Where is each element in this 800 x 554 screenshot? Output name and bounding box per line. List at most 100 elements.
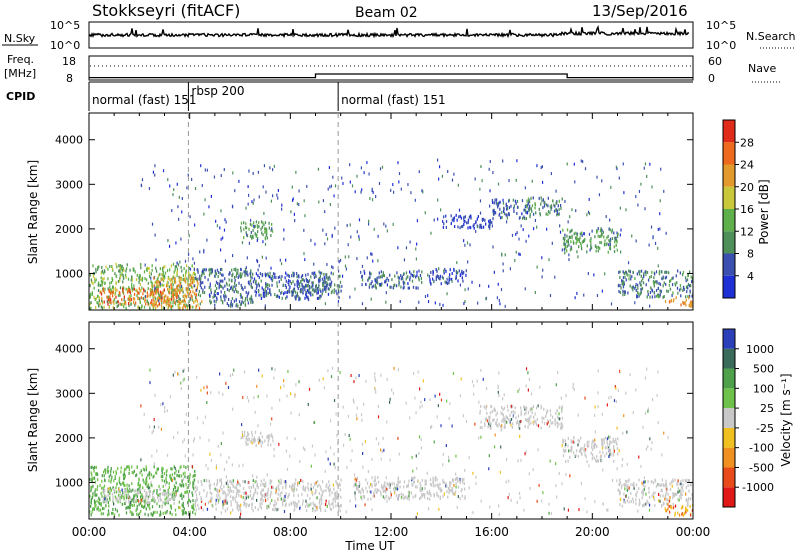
power-cell [549, 211, 551, 215]
velocity-cell [565, 472, 567, 476]
power-cell [623, 282, 626, 286]
power-cell [555, 189, 557, 193]
power-cell [618, 176, 620, 180]
power-cell [485, 297, 487, 301]
power-cell [200, 274, 203, 278]
velocity-cell [410, 491, 413, 495]
power-cell [618, 289, 620, 293]
velocity-cell [182, 472, 185, 476]
power-cell [631, 234, 633, 238]
velocity-cell [570, 445, 572, 449]
velocity-cell [608, 455, 610, 459]
power-cell [505, 220, 508, 224]
velocity-cell [237, 480, 239, 484]
power-cell [276, 294, 279, 298]
velocity-cell [562, 454, 565, 458]
power-cell [183, 303, 185, 307]
velocity-cell [236, 501, 239, 505]
power-cell [440, 208, 442, 212]
velocity-cell [102, 499, 104, 503]
velocity-cell [273, 447, 275, 451]
power-cell [116, 304, 118, 308]
power-cell [252, 201, 254, 205]
velocity-cell [535, 406, 538, 410]
velocity-cell [593, 456, 595, 460]
velocity-cell [665, 497, 667, 501]
velocity-cell [388, 482, 391, 486]
power-cell [555, 201, 558, 205]
velocity-cell [196, 498, 198, 502]
velocity-cell [648, 495, 651, 499]
power-cell [168, 285, 171, 289]
velocity-cell [121, 496, 123, 500]
power-cell [638, 294, 640, 298]
velocity-cell [650, 447, 652, 451]
power-cell [254, 289, 256, 293]
power-cell [560, 206, 562, 210]
power-cell [151, 282, 153, 286]
velocity-cell [527, 418, 529, 422]
power-cell [228, 289, 230, 293]
power-cell [278, 295, 280, 299]
power-cell [521, 216, 524, 220]
power-cell [390, 285, 392, 289]
velocity-cell [166, 409, 168, 413]
velocity-cell [442, 480, 444, 484]
power-cell [248, 241, 251, 245]
velocity-cell [442, 452, 444, 456]
velocity-cell [329, 507, 331, 511]
velocity-cell [630, 483, 632, 487]
velocity-cell [411, 483, 414, 487]
power-cell [139, 283, 141, 287]
power-cell [622, 270, 624, 274]
power-cell [196, 286, 198, 290]
velocity-cell [290, 411, 292, 415]
power-cell [575, 231, 577, 235]
velocity-cell [171, 493, 174, 497]
velocity-cell [549, 419, 551, 423]
velocity-cell [490, 426, 492, 430]
velocity-cell [490, 422, 492, 426]
velocity-cell [153, 465, 155, 469]
power-cell [109, 295, 111, 299]
velocity-cell [296, 483, 299, 487]
velocity-cell [655, 484, 658, 488]
power-cell [467, 226, 469, 230]
velocity-cell [439, 487, 442, 491]
velocity-cell [279, 492, 282, 496]
velocity-cell [174, 496, 176, 500]
power-cell [243, 236, 245, 240]
velocity-cell [674, 513, 676, 517]
velocity-cell [385, 494, 387, 498]
power-cell [588, 197, 590, 201]
nave-label: Nave [748, 62, 776, 75]
power-cell [231, 268, 233, 272]
velocity-cell [316, 506, 318, 510]
velocity-cell [251, 437, 253, 441]
velocity-cell [254, 439, 256, 443]
velocity-cell [90, 465, 92, 469]
power-cell [386, 276, 388, 280]
velocity-cell [126, 465, 128, 469]
power-cell [443, 215, 445, 219]
velocity-cell [489, 411, 492, 415]
velocity-cell [210, 499, 213, 503]
velocity-cell [674, 492, 677, 496]
power-cell [499, 207, 501, 211]
velocity-cell [474, 422, 476, 426]
velocity-cell [328, 493, 331, 497]
power-cell [376, 276, 378, 280]
power-cbar-swatch [723, 231, 735, 254]
velocity-cell [187, 479, 189, 483]
power-cell [655, 288, 658, 292]
velocity-cell [196, 496, 198, 500]
velocity-cell [365, 478, 367, 482]
velocity-cell [680, 493, 682, 497]
velocity-cell [267, 504, 270, 508]
velocity-cell [290, 486, 293, 490]
velocity-cell [180, 492, 183, 496]
power-cell [264, 237, 267, 241]
power-cell [128, 304, 130, 308]
velocity-cell [457, 485, 460, 489]
power-cell [224, 284, 226, 288]
